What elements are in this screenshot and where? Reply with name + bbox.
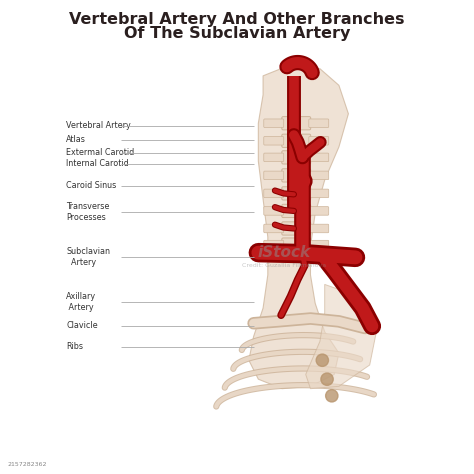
Circle shape: [316, 354, 328, 366]
FancyBboxPatch shape: [309, 137, 328, 145]
Polygon shape: [306, 284, 377, 389]
FancyBboxPatch shape: [282, 187, 311, 200]
Text: Axillary
 Artery: Axillary Artery: [66, 292, 97, 311]
Text: Extermal Carotid: Extermal Carotid: [66, 148, 135, 157]
Text: Subclavian
  Artery: Subclavian Artery: [66, 247, 110, 266]
Text: Internal Carotid: Internal Carotid: [66, 159, 129, 168]
FancyBboxPatch shape: [282, 117, 311, 130]
FancyBboxPatch shape: [264, 153, 283, 162]
FancyBboxPatch shape: [264, 240, 283, 249]
Text: Vertebral Artery And Other Branches: Vertebral Artery And Other Branches: [69, 12, 405, 27]
Polygon shape: [249, 66, 348, 389]
FancyBboxPatch shape: [309, 189, 328, 198]
FancyBboxPatch shape: [309, 240, 328, 249]
Circle shape: [326, 390, 338, 402]
FancyBboxPatch shape: [309, 119, 328, 128]
Text: iStock: iStock: [258, 245, 311, 260]
Text: 2157282362: 2157282362: [7, 462, 46, 467]
FancyBboxPatch shape: [282, 204, 311, 218]
Circle shape: [321, 373, 333, 385]
Text: Of The Subclavian Artery: Of The Subclavian Artery: [124, 26, 350, 41]
FancyBboxPatch shape: [264, 171, 283, 180]
FancyBboxPatch shape: [264, 189, 283, 198]
FancyBboxPatch shape: [264, 119, 283, 128]
FancyBboxPatch shape: [282, 151, 311, 164]
FancyBboxPatch shape: [309, 224, 328, 233]
Text: Credit: Guzallia Filimonova: Credit: Guzallia Filimonova: [242, 263, 327, 268]
Text: Vertebral Artery: Vertebral Artery: [66, 121, 131, 130]
Text: Clavicle: Clavicle: [66, 321, 98, 330]
FancyBboxPatch shape: [282, 134, 311, 147]
FancyBboxPatch shape: [264, 207, 283, 215]
FancyBboxPatch shape: [282, 238, 311, 251]
Circle shape: [293, 172, 312, 191]
FancyBboxPatch shape: [264, 224, 283, 233]
Text: Ribs: Ribs: [66, 343, 83, 351]
FancyBboxPatch shape: [282, 169, 311, 182]
FancyBboxPatch shape: [309, 171, 328, 180]
FancyBboxPatch shape: [264, 137, 283, 145]
Circle shape: [295, 174, 310, 188]
FancyBboxPatch shape: [282, 222, 311, 235]
FancyBboxPatch shape: [309, 153, 328, 162]
Text: Atlas: Atlas: [66, 136, 86, 144]
FancyBboxPatch shape: [309, 207, 328, 215]
Text: Transverse
Processes: Transverse Processes: [66, 202, 110, 221]
Text: Caroid Sinus: Caroid Sinus: [66, 182, 117, 190]
